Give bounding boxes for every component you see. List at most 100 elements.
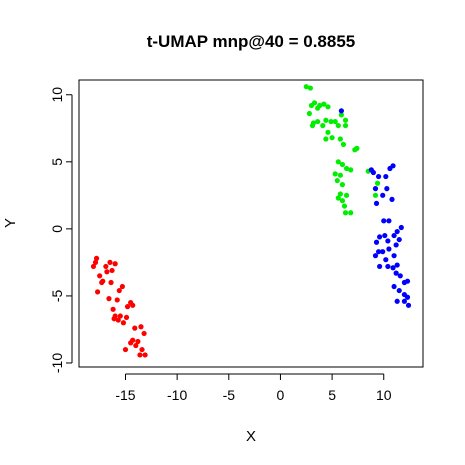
data-point-cluster-3 [401, 298, 408, 304]
data-point-cluster-2 [339, 161, 346, 168]
data-point-cluster-1 [104, 269, 110, 275]
x-tick-label: -10 [167, 387, 187, 403]
data-point-cluster-1 [93, 255, 100, 261]
data-point-cluster-1 [90, 263, 97, 270]
data-point-cluster-1 [142, 352, 148, 358]
data-point-cluster-2 [306, 110, 312, 117]
plot-frame [78, 79, 424, 368]
data-point-cluster-2 [325, 129, 331, 135]
data-point-cluster-3 [391, 253, 397, 259]
data-point-cluster-3 [383, 173, 389, 180]
data-point-cluster-3 [338, 108, 344, 114]
data-point-cluster-1 [138, 324, 144, 330]
data-point-cluster-2 [339, 182, 346, 188]
data-point-cluster-2 [337, 172, 343, 178]
data-point-cluster-3 [385, 263, 391, 270]
y-tick-label: -5 [49, 289, 65, 302]
data-point-cluster-2 [343, 192, 350, 198]
data-point-cluster-2 [309, 122, 316, 129]
data-point-cluster-2 [337, 136, 343, 142]
data-point-cluster-3 [394, 228, 400, 235]
data-point-cluster-3 [380, 192, 386, 198]
data-point-cluster-1 [92, 259, 99, 265]
data-point-cluster-1 [124, 304, 131, 310]
data-point-cluster-2 [317, 102, 323, 109]
data-point-cluster-1 [137, 352, 143, 358]
data-point-cluster-2 [332, 118, 338, 125]
data-point-cluster-2 [339, 198, 346, 204]
x-tick-label: 0 [277, 387, 285, 403]
data-point-cluster-2 [342, 210, 349, 216]
data-point-cluster-3 [386, 218, 392, 224]
x-tick-label: -5 [223, 387, 236, 403]
data-point-cluster-1 [130, 302, 136, 308]
data-point-cluster-3 [372, 253, 379, 259]
y-axis-label: Y [2, 218, 19, 228]
data-point-cluster-2 [332, 171, 338, 177]
data-point-cluster-3 [380, 249, 386, 255]
data-point-cluster-1 [103, 263, 109, 270]
data-point-cluster-1 [94, 289, 101, 295]
data-point-cluster-3 [398, 224, 404, 231]
data-point-cluster-3 [384, 186, 390, 192]
y-axis: -10 -5 0 5 10 [49, 87, 73, 373]
data-point-cluster-1 [119, 283, 125, 290]
data-point-cluster-2 [341, 203, 348, 209]
data-point-cluster-1 [112, 261, 118, 267]
data-point-cluster-2 [343, 165, 350, 172]
y-tick-label: -10 [49, 353, 65, 373]
data-point-cluster-2 [329, 135, 335, 141]
data-point-cluster-1 [123, 314, 130, 320]
data-point-cluster-2 [372, 192, 379, 198]
x-tick-label: 5 [328, 387, 336, 403]
data-point-cluster-1 [122, 346, 129, 353]
data-point-cluster-2 [342, 122, 349, 129]
x-tick-label: -15 [115, 387, 135, 403]
data-point-cluster-2 [323, 136, 329, 142]
y-tick-label: 10 [49, 87, 65, 103]
x-tick-label: 10 [376, 387, 392, 403]
data-point-cluster-1 [97, 273, 103, 279]
data-point-cluster-3 [391, 283, 397, 290]
data-point-cluster-2 [340, 141, 347, 147]
data-point-cluster-2 [348, 167, 354, 173]
data-point-cluster-1 [117, 313, 123, 319]
data-point-cluster-3 [390, 265, 396, 271]
data-point-cluster-3 [372, 186, 379, 192]
data-point-cluster-2 [342, 117, 349, 123]
data-point-cluster-3 [381, 218, 387, 224]
data-point-cluster-2 [335, 195, 341, 201]
data-point-cluster-3 [383, 257, 389, 263]
x-axis-label: X [246, 428, 256, 445]
data-point-cluster-1 [135, 338, 141, 345]
data-point-cluster-3 [404, 294, 411, 300]
data-point-cluster-2 [328, 118, 334, 125]
data-point-cluster-2 [354, 145, 360, 151]
data-point-cluster-2 [335, 122, 341, 129]
data-point-cluster-3 [396, 236, 402, 243]
data-point-cluster-1 [139, 346, 145, 353]
y-tick-label: 5 [49, 158, 65, 166]
data-point-cluster-1 [100, 278, 106, 284]
data-point-cluster-2 [338, 112, 344, 118]
data-point-cluster-3 [390, 163, 396, 169]
data-point-cluster-3 [405, 302, 412, 308]
data-point-cluster-2 [311, 100, 318, 106]
data-point-cluster-2 [335, 159, 341, 165]
data-point-cluster-3 [382, 232, 388, 239]
data-point-cluster-3 [377, 234, 383, 240]
data-point-cluster-2 [303, 84, 309, 90]
data-point-cluster-3 [393, 242, 399, 248]
data-point-cluster-3 [394, 262, 400, 268]
data-point-cluster-1 [109, 267, 115, 274]
data-points [90, 84, 412, 358]
data-point-cluster-2 [320, 122, 326, 129]
data-point-cluster-1 [108, 279, 114, 286]
data-point-cluster-1 [114, 297, 120, 303]
data-point-cluster-3 [385, 238, 391, 244]
data-point-cluster-2 [337, 191, 343, 197]
data-point-cluster-2 [325, 104, 331, 110]
data-point-cluster-3 [393, 270, 399, 276]
data-point-cluster-1 [107, 259, 113, 265]
